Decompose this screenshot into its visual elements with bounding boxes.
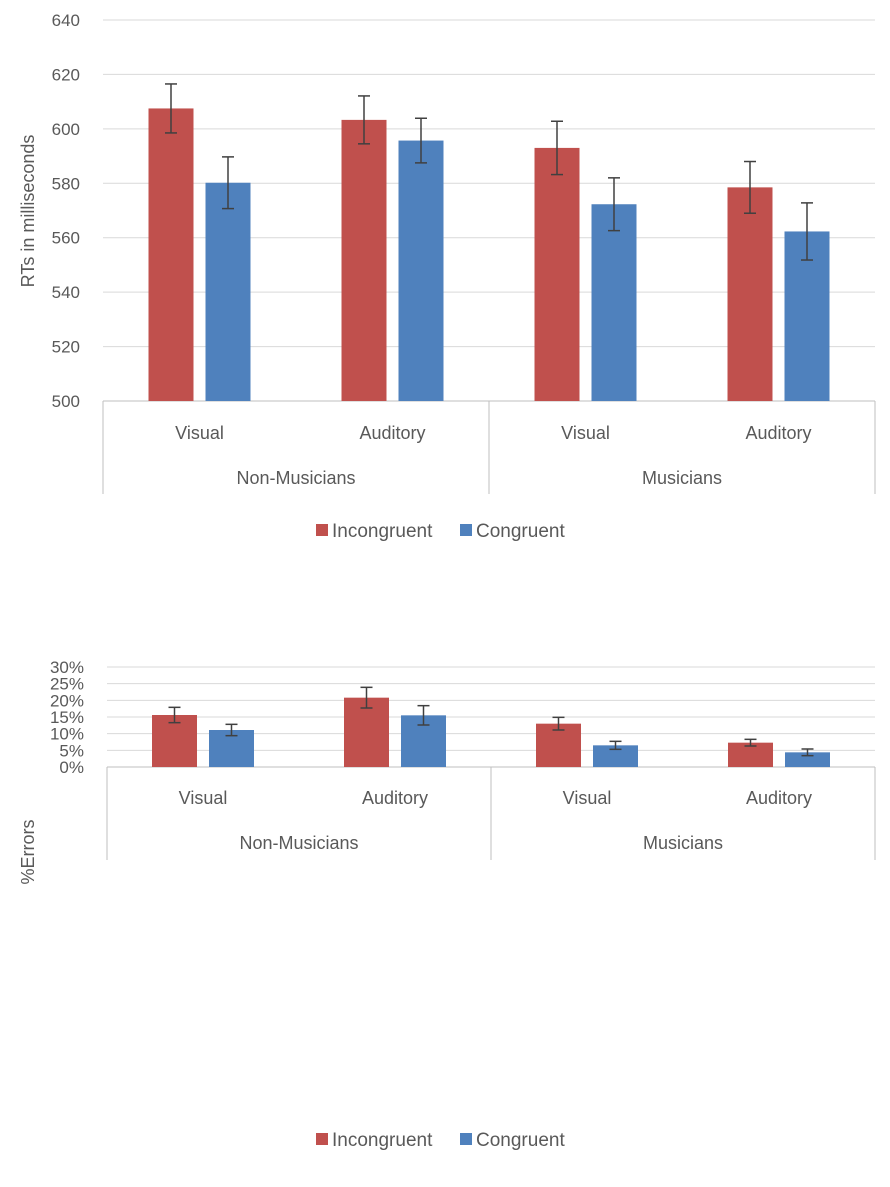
bar-congruent [205, 182, 251, 401]
x-tick-label: Visual [175, 423, 224, 443]
group-label: Non-Musicians [236, 468, 355, 488]
group-label: Non-Musicians [239, 833, 358, 853]
group-label: Musicians [643, 833, 723, 853]
legend-label: Incongruent [332, 521, 433, 542]
x-tick-label: Visual [563, 788, 612, 808]
chart-1: 500 520 540 560 580 600 620 640 RTs in milliseco… [18, 11, 876, 542]
legend-label: Congruent [476, 521, 565, 542]
y-tick-label: 600 [52, 120, 80, 139]
y-tick-label: 560 [52, 229, 80, 248]
x-tick-label: Auditory [746, 788, 812, 808]
y-tick-label: 30% [50, 658, 84, 677]
bar-incongruent [727, 187, 773, 401]
bar-incongruent [152, 715, 197, 767]
bar-congruent [591, 204, 637, 401]
y-tick-label: 620 [52, 65, 80, 84]
y-tick-label: 10% [50, 725, 84, 744]
legend-label: Incongruent [332, 1130, 433, 1151]
legend-swatch-incongruent [316, 1133, 328, 1145]
group-label: Musicians [642, 468, 722, 488]
x-tick-label: Auditory [362, 788, 428, 808]
legend: Incongruent Congruent [316, 1130, 565, 1151]
bar-incongruent [344, 697, 389, 767]
x-tick-label: Visual [561, 423, 610, 443]
x-tick-label: Auditory [745, 423, 811, 443]
bar-congruent [398, 140, 444, 402]
legend-swatch-congruent [460, 524, 472, 536]
bar-congruent [593, 745, 638, 767]
legend-label: Congruent [476, 1130, 565, 1151]
y-tick-label: 0% [59, 758, 84, 777]
y-tick-label: 580 [52, 174, 80, 193]
x-tick-label: Auditory [359, 423, 425, 443]
x-tick-label: Visual [179, 788, 228, 808]
y-axis-label: %Errors [18, 819, 38, 884]
bar-incongruent [534, 147, 580, 401]
bar-incongruent [536, 723, 581, 767]
bar-incongruent [341, 119, 387, 401]
legend-swatch-incongruent [316, 524, 328, 536]
y-tick-label: 500 [52, 392, 80, 411]
y-tick-label: 5% [59, 741, 84, 760]
bar-congruent [785, 752, 830, 767]
bar-incongruent [148, 108, 194, 402]
y-tick-label: 20% [50, 691, 84, 710]
y-axis-label: RTs in milliseconds [18, 135, 38, 288]
y-tick-label: 520 [52, 338, 80, 357]
y-tick-label: 25% [50, 675, 84, 694]
chart-2: 0%5%10%15%20%25%30% %Errors Visual Auditory… [18, 658, 876, 1151]
y-tick-label: 540 [52, 283, 80, 302]
legend-swatch-congruent [460, 1133, 472, 1145]
y-tick-label: 15% [50, 708, 84, 727]
legend: Incongruent Congruent [316, 521, 565, 542]
y-tick-label: 640 [52, 11, 80, 30]
